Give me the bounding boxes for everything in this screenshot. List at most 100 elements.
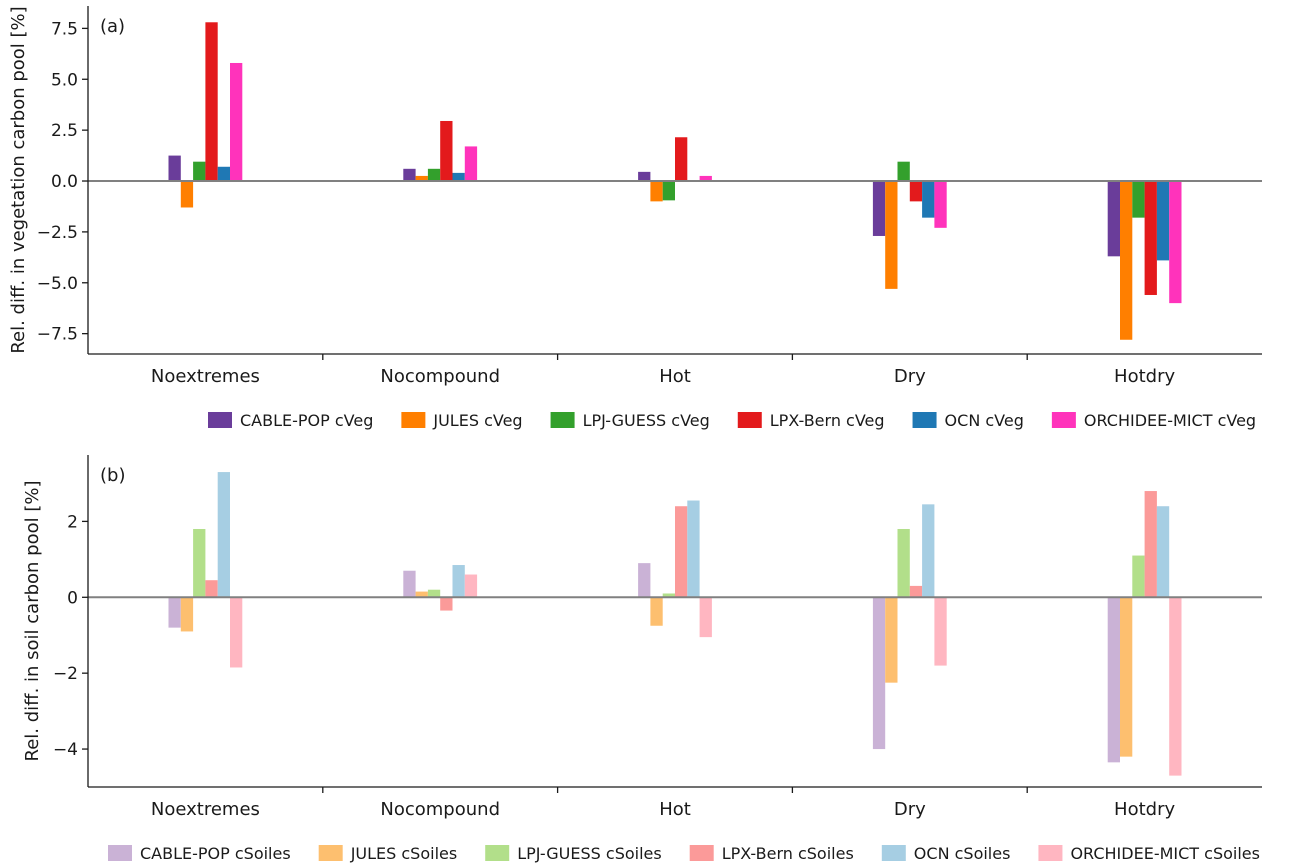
category-label-hot: Hot — [659, 799, 691, 820]
bar-0-0-0 — [168, 155, 181, 182]
legend-label: LPJ-GUESS cSoiles — [517, 844, 662, 863]
bar-0-3-4 — [1144, 181, 1157, 295]
category-label-dry: Dry — [894, 799, 926, 820]
y-tick-label: 2.5 — [51, 121, 78, 141]
bar-1-3-4 — [1144, 491, 1157, 598]
bar-1-0-3 — [872, 597, 886, 750]
panel-label: (b) — [100, 465, 125, 486]
bar-0-1-1 — [415, 175, 428, 182]
legend-swatch — [1038, 845, 1063, 861]
bar-1-5-3 — [934, 597, 947, 666]
bar-0-4-4 — [1156, 181, 1170, 261]
bar-1-2-1 — [427, 589, 441, 598]
legend-swatch — [208, 412, 232, 428]
bar-0-2-3 — [897, 161, 910, 182]
y-axis-title: Rel. diff. in soil carbon pool [%] — [22, 481, 43, 762]
bar-1-5-1 — [464, 574, 478, 598]
bar-0-2-2 — [662, 181, 675, 201]
y-tick-label: 0.0 — [51, 172, 78, 192]
legend-swatch — [485, 845, 510, 861]
bar-0-0-3 — [872, 181, 886, 236]
legend-label: LPX-Bern cSoiles — [722, 844, 854, 863]
bar-0-5-2 — [699, 175, 712, 182]
bar-1-0-4 — [1107, 597, 1120, 763]
bar-1-5-0 — [230, 597, 243, 668]
bar-1-3-3 — [909, 585, 923, 598]
bar-1-2-2 — [662, 593, 675, 598]
bar-1-5-4 — [1169, 597, 1182, 776]
bar-0-2-4 — [1132, 181, 1145, 218]
y-tick-label: −7.5 — [37, 325, 78, 345]
bar-0-3-2 — [675, 137, 688, 182]
bar-1-4-1 — [452, 565, 465, 598]
bar-0-5-1 — [464, 146, 478, 182]
category-label-hotdry: Hotdry — [1114, 366, 1175, 387]
legend-label: ORCHIDEE-MICT cVeg — [1084, 411, 1256, 430]
bar-1-2-3 — [897, 528, 910, 598]
legend-label: LPJ-GUESS cVeg — [583, 411, 710, 430]
bar-1-3-1 — [440, 597, 453, 611]
legend-swatch — [689, 845, 714, 861]
legend-swatch — [912, 412, 937, 428]
bar-0-4-3 — [922, 181, 935, 218]
legend-swatch — [737, 412, 762, 428]
legend-label: JULES cVeg — [432, 411, 522, 430]
bar-0-1-2 — [650, 181, 663, 202]
legend-label: ORCHIDEE-MICT cSoiles — [1070, 844, 1260, 863]
bar-1-1-3 — [885, 597, 898, 683]
y-tick-label: 2 — [67, 512, 78, 532]
legend-label: OCN cSoiles — [914, 844, 1011, 863]
bar-0-5-3 — [934, 181, 947, 228]
legend: CABLE-POP cVeg JULES cVeg LPJ-GUESS cVeg LP… — [208, 411, 1256, 430]
bar-1-4-3 — [922, 504, 935, 598]
bar-1-1-0 — [180, 597, 194, 632]
bar-1-0-2 — [638, 563, 651, 598]
bar-0-0-4 — [1107, 181, 1120, 257]
bar-1-2-0 — [193, 528, 206, 598]
bar-1-0-0 — [168, 597, 181, 628]
bar-0-4-1 — [452, 172, 465, 182]
bar-1-3-2 — [675, 506, 688, 598]
legend-label: CABLE-POP cSoiles — [140, 844, 291, 863]
legend-swatch — [318, 845, 343, 861]
panel-b: −4 −2 0 2 Noextremes Nocompound Hot Dry Hotdry Re… — [22, 455, 1262, 863]
bar-0-3-3 — [909, 181, 923, 202]
category-label-hotdry: Hotdry — [1114, 799, 1175, 820]
bar-0-2-1 — [427, 168, 441, 182]
panel-a: −7.5 −5.0 −2.5 0.0 2.5 5.0 7.5 Noextremes Nocomp… — [8, 6, 1262, 430]
bar-1-1-4 — [1120, 597, 1133, 757]
legend-label: OCN cVeg — [945, 411, 1024, 430]
legend-swatch — [1051, 412, 1076, 428]
bar-1-1-2 — [650, 597, 663, 626]
bar-1-1-1 — [415, 591, 428, 598]
legend-swatch — [401, 412, 426, 428]
category-label-nocompound: Nocompound — [380, 366, 500, 387]
bar-0-3-0 — [205, 22, 218, 182]
bar-0-0-1 — [403, 168, 416, 182]
bar-1-5-2 — [699, 597, 712, 638]
legend-label: LPX-Bern cVeg — [770, 411, 885, 430]
y-tick-label: −2 — [53, 664, 78, 684]
legend-label: JULES cSoiles — [350, 844, 458, 863]
legend: CABLE-POP cSoiles JULES cSoiles LPJ-GUESS … — [108, 844, 1260, 863]
category-label-noextremes: Noextremes — [151, 799, 260, 820]
bar-1-2-4 — [1132, 555, 1145, 598]
legend-label: CABLE-POP cVeg — [240, 411, 373, 430]
bar-0-1-4 — [1120, 181, 1133, 340]
panel-label: (a) — [100, 16, 125, 37]
bar-1-4-4 — [1156, 506, 1170, 598]
bar-0-5-0 — [230, 62, 243, 182]
y-axis-title: Rel. diff. in vegetation carbon pool [%] — [8, 6, 29, 353]
category-label-nocompound: Nocompound — [380, 799, 500, 820]
bar-1-4-2 — [687, 500, 700, 598]
bar-0-3-1 — [440, 120, 453, 182]
bar-0-5-4 — [1169, 181, 1182, 304]
y-tick-label: 0 — [67, 588, 78, 608]
legend-swatch — [108, 845, 132, 861]
bar-0-0-2 — [638, 171, 651, 182]
bar-1-0-1 — [403, 570, 416, 598]
category-label-noextremes: Noextremes — [151, 366, 260, 387]
bar-1-3-0 — [205, 580, 218, 598]
y-tick-label: −5.0 — [37, 274, 78, 294]
